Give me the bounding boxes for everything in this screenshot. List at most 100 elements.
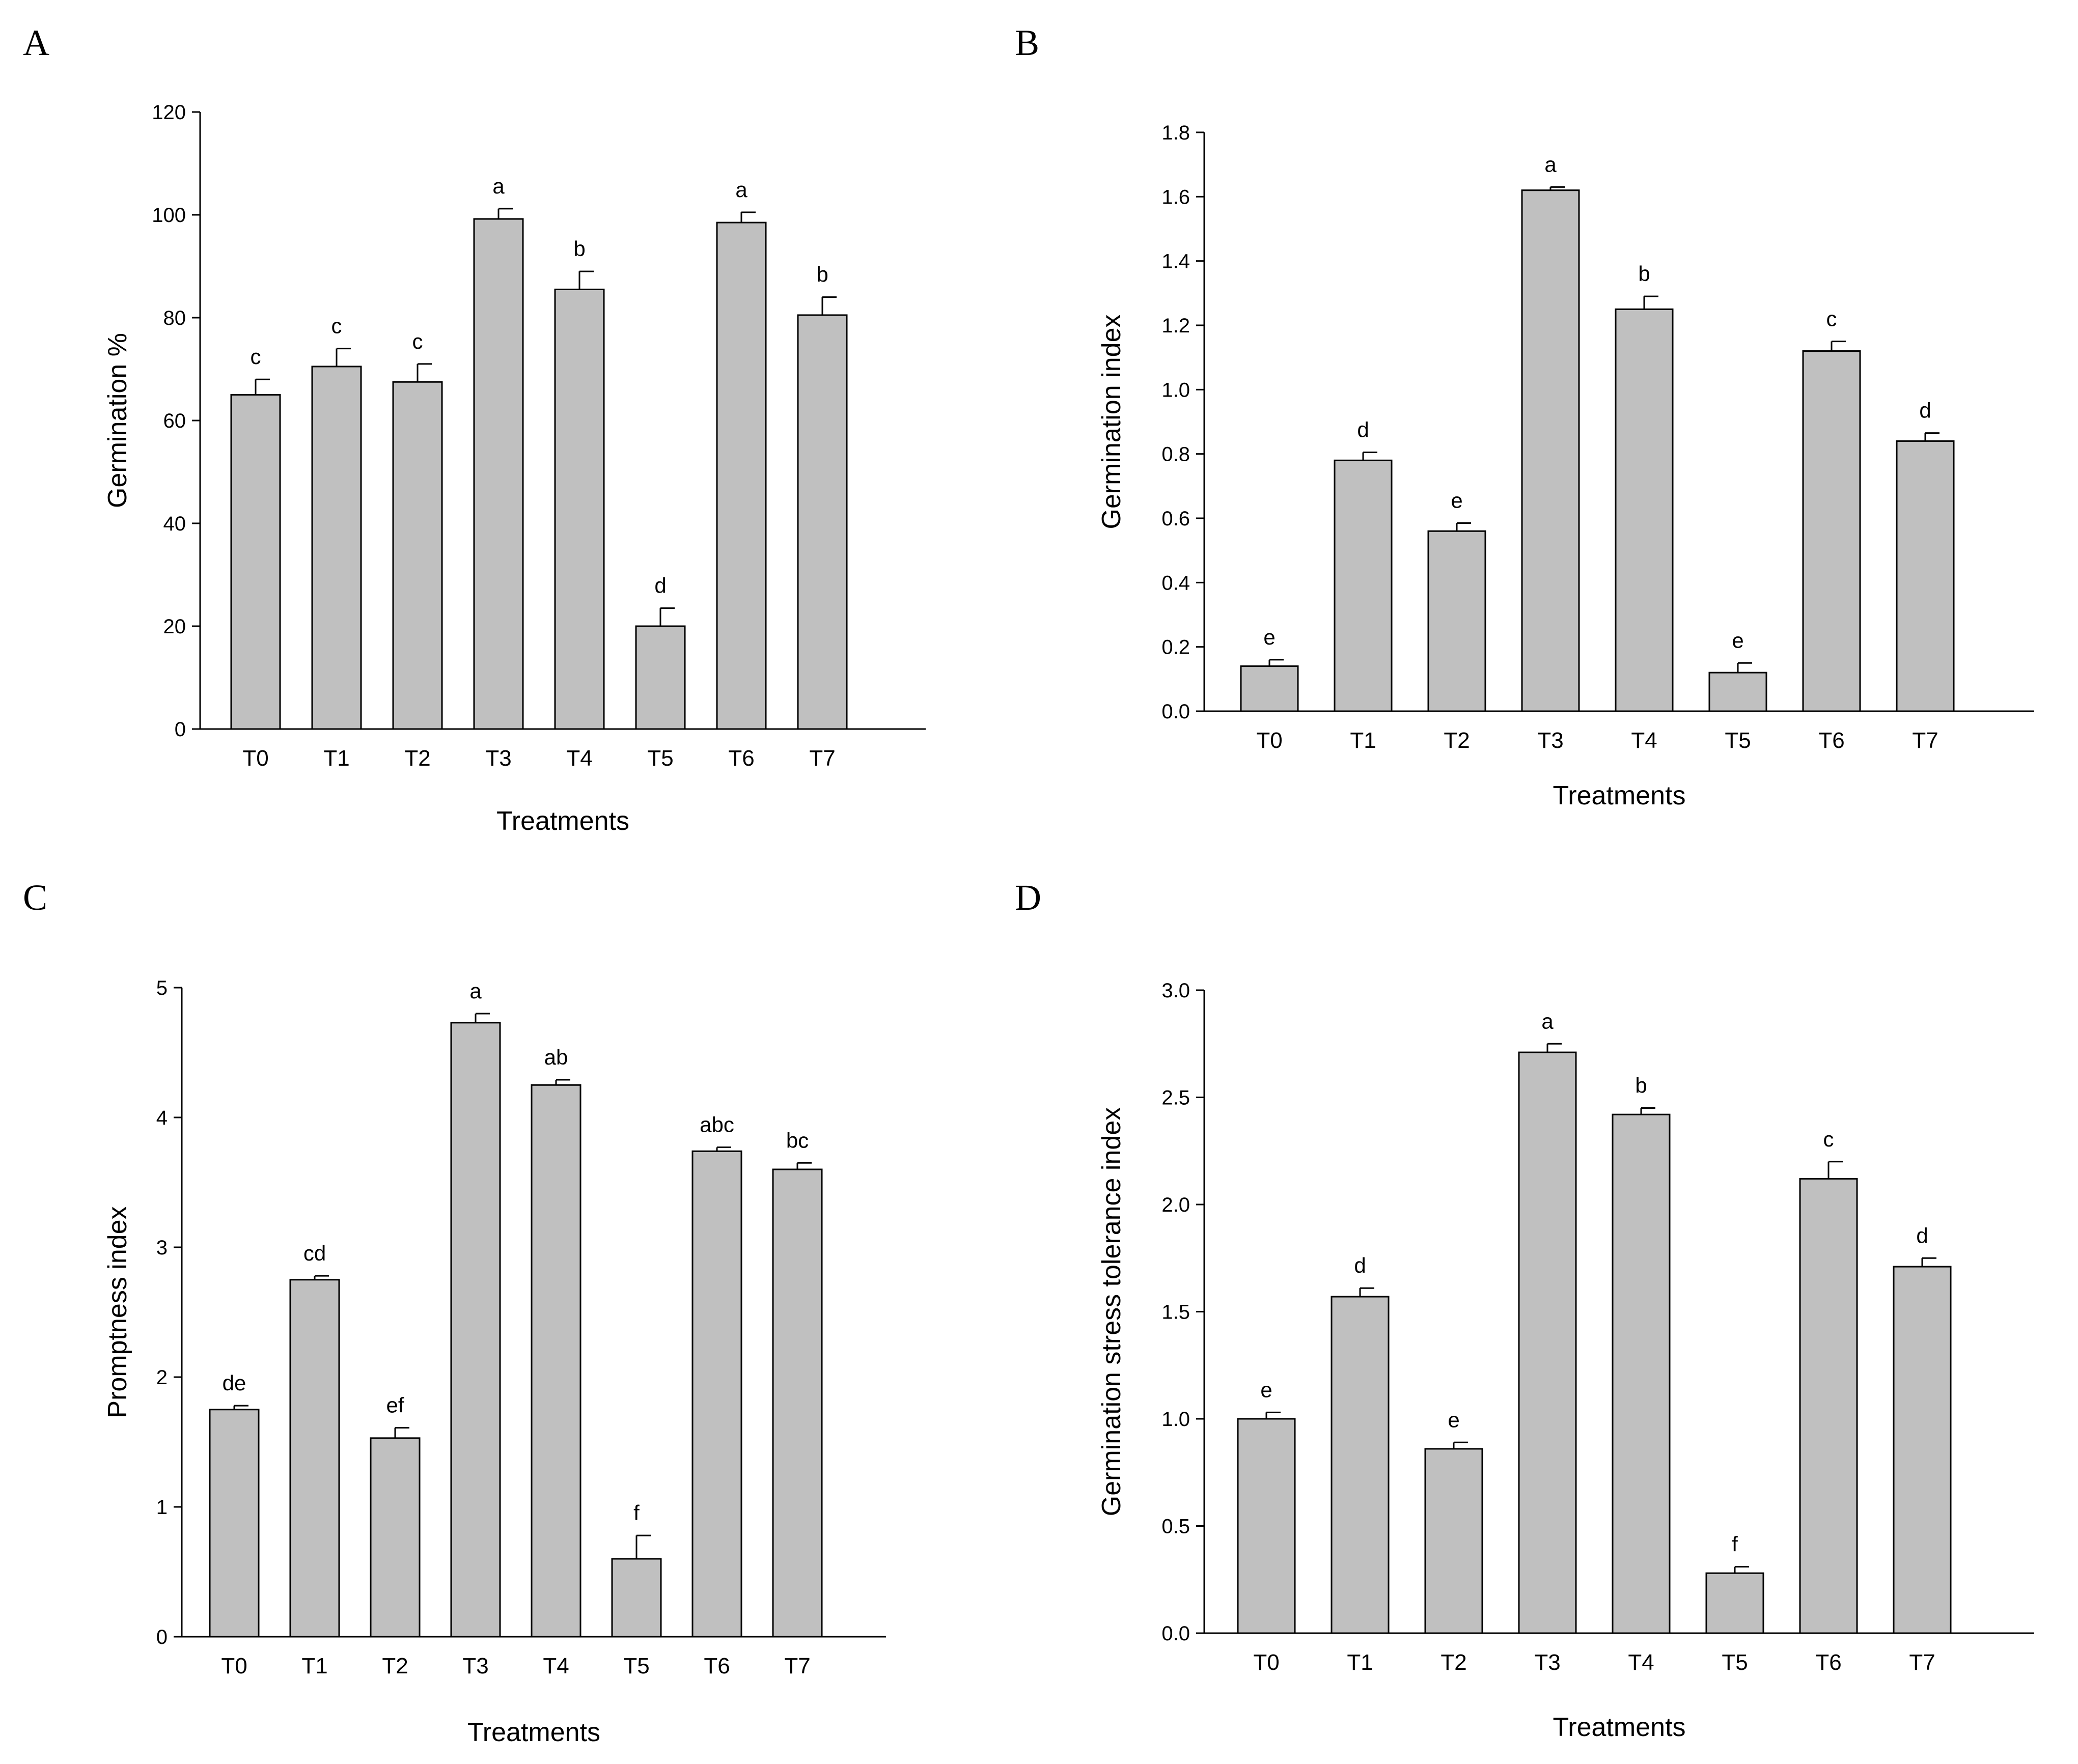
x-tick-label: T6 [1815, 1650, 1841, 1675]
bar-t3 [1518, 1051, 1577, 1634]
x-tick-label: T6 [1818, 728, 1844, 753]
bar-t1 [311, 366, 362, 730]
y-tick-label: 1 [156, 1496, 168, 1519]
bar-t5 [611, 1558, 662, 1638]
bar-t4 [554, 288, 605, 730]
significance-label: cd [303, 1241, 326, 1265]
bar-t0 [1237, 1418, 1296, 1634]
x-tick-label: T5 [1722, 1650, 1748, 1675]
bar-t1 [1334, 459, 1393, 712]
x-axis-title: Treatments [496, 806, 629, 836]
significance-label: e [1263, 625, 1275, 649]
x-tick-label: T6 [704, 1654, 730, 1678]
significance-label: de [223, 1371, 246, 1395]
significance-label: bc [786, 1128, 809, 1152]
significance-label: d [1354, 1253, 1366, 1277]
significance-label: c [412, 329, 423, 353]
significance-label: abc [700, 1113, 734, 1137]
bar-t3 [1521, 189, 1580, 712]
bar-t4 [1615, 308, 1674, 712]
significance-label: b [1635, 1074, 1647, 1098]
panel-letter: B [1015, 22, 1039, 63]
bar-t3 [473, 218, 524, 730]
panel-letter: A [23, 22, 49, 63]
significance-label: d [1357, 418, 1369, 442]
y-tick-label: 0.0 [1161, 1622, 1190, 1645]
x-tick-label: T0 [1256, 728, 1282, 753]
significance-label: c [1823, 1127, 1834, 1151]
significance-label: d [1916, 1223, 1928, 1247]
significance-label: c [331, 314, 342, 338]
y-tick-label: 4 [156, 1107, 168, 1129]
x-tick-label: T1 [1347, 1650, 1373, 1675]
y-tick-label: 1.0 [1161, 1408, 1190, 1431]
bar-t1 [1331, 1296, 1390, 1634]
bar-t0 [209, 1409, 260, 1638]
x-tick-label: T1 [323, 746, 349, 771]
bar-t1 [289, 1279, 340, 1638]
x-tick-label: T5 [1725, 728, 1751, 753]
x-tick-label: T4 [1628, 1650, 1654, 1675]
chart-panel-d: D 0.0 0.5 1.0 1.5 2.0 2.5 3.0 e T0 d T1 e T2 a T3 b T4 f T5… [1015, 877, 2034, 1742]
y-tick-label: 1.4 [1161, 250, 1190, 273]
significance-label: f [633, 1501, 640, 1525]
x-tick-label: T7 [1912, 728, 1938, 753]
bar-t4 [531, 1084, 581, 1638]
bar-t2 [1424, 1448, 1483, 1634]
bar-t6 [1799, 1178, 1858, 1634]
x-axis-title: Treatments [1553, 1713, 1685, 1742]
bar-t6 [716, 221, 767, 730]
x-axis-title: Treatments [1553, 781, 1685, 810]
x-tick-label: T0 [1253, 1650, 1279, 1675]
x-tick-label: T7 [784, 1654, 810, 1678]
x-tick-label: T3 [1537, 728, 1563, 753]
y-tick-label: 120 [152, 101, 186, 124]
y-tick-label: 2 [156, 1366, 168, 1389]
bar-t6 [1802, 350, 1861, 712]
y-tick-label: 1.6 [1161, 186, 1190, 208]
significance-label: a [1541, 1009, 1554, 1033]
y-tick-label: 40 [163, 513, 186, 535]
y-tick-label: 0.0 [1161, 701, 1190, 723]
bar-t7 [772, 1168, 823, 1638]
panel-letter: C [23, 877, 47, 918]
x-tick-label: T4 [566, 746, 592, 771]
y-axis-title: Germination stress tolerance index [1097, 1107, 1126, 1517]
x-tick-label: T2 [1444, 728, 1470, 753]
bar-t7 [797, 314, 848, 730]
x-tick-label: T3 [462, 1654, 488, 1678]
significance-label: e [1448, 1408, 1459, 1432]
bar-t0 [1240, 665, 1299, 712]
significance-label: f [1732, 1532, 1738, 1556]
x-tick-label: T5 [647, 746, 673, 771]
bar-t7 [1893, 1266, 1952, 1634]
x-tick-label: T1 [1350, 728, 1376, 753]
x-tick-label: T3 [485, 746, 511, 771]
significance-label: e [1451, 488, 1462, 512]
bar-t2 [370, 1437, 421, 1638]
y-tick-label: 1.8 [1161, 122, 1190, 144]
y-tick-label: 0.4 [1161, 572, 1190, 594]
significance-label: ef [386, 1393, 404, 1417]
x-tick-label: T2 [1440, 1650, 1466, 1675]
y-axis-title: Promptness index [103, 1206, 132, 1418]
bar-t2 [1427, 530, 1486, 712]
y-tick-label: 1.2 [1161, 315, 1190, 337]
y-tick-label: 80 [163, 307, 186, 329]
chart-panel-c: C 0 1 2 3 4 5 de T0 cd T1 ef T2 a T3 ab T4 f T5 abc T6 bc T7 Tr… [23, 877, 886, 1747]
y-tick-label: 0.8 [1161, 443, 1190, 466]
significance-label: c [1826, 307, 1837, 331]
y-tick-label: 1.5 [1161, 1301, 1190, 1324]
y-tick-label: 0.2 [1161, 636, 1190, 659]
bar-t5 [1705, 1572, 1764, 1634]
x-tick-label: T5 [623, 1654, 649, 1678]
y-tick-label: 60 [163, 410, 186, 432]
significance-label: d [654, 574, 666, 598]
y-tick-label: 0.5 [1161, 1516, 1190, 1538]
bar-t3 [450, 1022, 501, 1638]
x-tick-label: T2 [382, 1654, 408, 1678]
x-axis-title: Treatments [467, 1718, 600, 1747]
x-tick-label: T6 [728, 746, 754, 771]
x-tick-label: T1 [301, 1654, 327, 1678]
